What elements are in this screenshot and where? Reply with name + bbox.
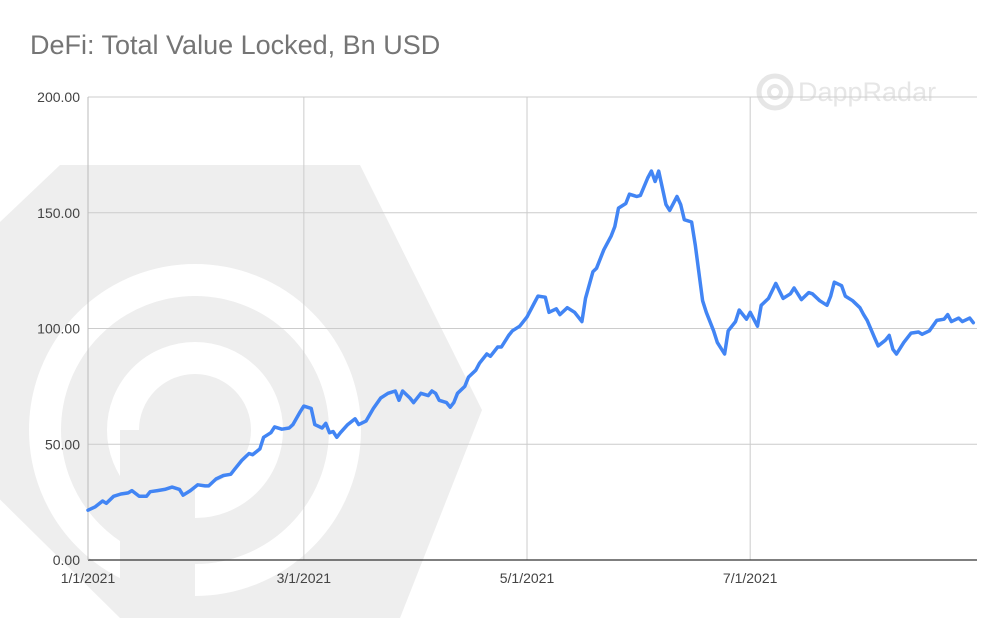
watermark-logo	[0, 73, 794, 618]
y-tick-label: 150.00	[37, 205, 80, 221]
watermark-small-logo-icon	[756, 73, 794, 111]
chart-title: DeFi: Total Value Locked, Bn USD	[30, 30, 441, 60]
x-tick-label: 3/1/2021	[277, 570, 332, 586]
tick-labels: 0.00 50.00 100.00 150.00 200.00 1/1/2021 3/1/2…	[37, 89, 777, 586]
x-tick-label: 1/1/2021	[61, 570, 116, 586]
watermark-cutout	[120, 430, 195, 618]
gridlines	[87, 96, 977, 560]
watermark-text: DappRadar	[798, 77, 937, 107]
y-tick-label: 100.00	[37, 321, 80, 337]
y-tick-label: 0.00	[53, 552, 80, 568]
x-tick-label: 7/1/2021	[723, 570, 778, 586]
axes	[87, 97, 977, 561]
y-tick-label: 200.00	[37, 89, 80, 105]
series-line-0	[86, 169, 976, 512]
watermark-small-logo-inner	[767, 84, 783, 100]
x-tick-label: 5/1/2021	[500, 570, 555, 586]
y-tick-label: 50.00	[45, 436, 80, 452]
series-layer	[86, 169, 976, 512]
